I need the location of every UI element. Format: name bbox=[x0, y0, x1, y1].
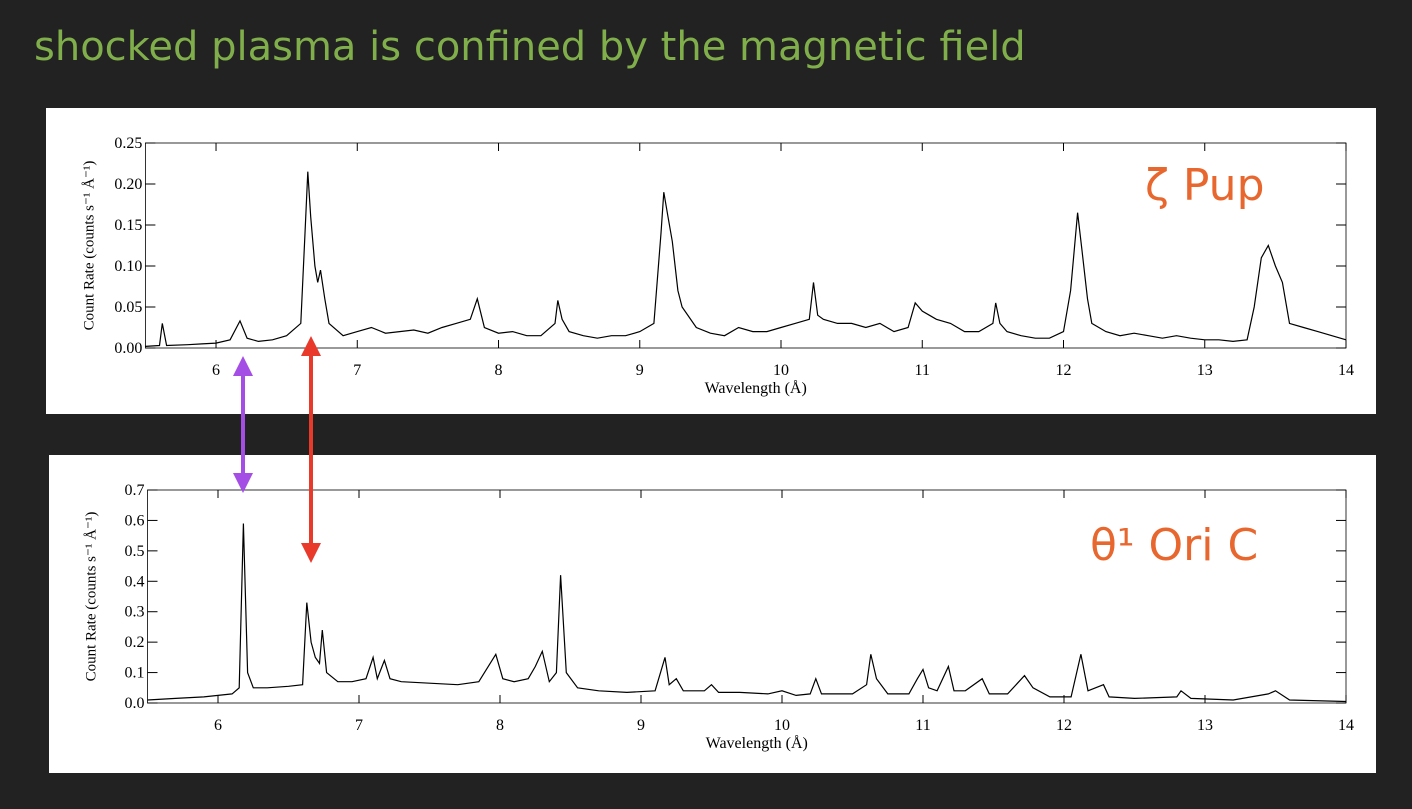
plot-frame bbox=[147, 489, 1347, 704]
x-tick-label: 9 bbox=[636, 362, 644, 379]
charts: 6 7 8 9 10 11 12 13 14 0.00 0.05 0.10 0.15 0.20 0.25 Wa… bbox=[46, 108, 1376, 773]
y-tick-label: 0.10 bbox=[114, 258, 142, 275]
x-tick-label: 9 bbox=[637, 717, 645, 734]
spectrum-line bbox=[147, 523, 1347, 703]
x-tick-label: 14 bbox=[1338, 362, 1354, 379]
y-tick-label: 0.3 bbox=[125, 604, 145, 621]
y-tick-label: 0.15 bbox=[114, 217, 142, 234]
x-tick-label: 10 bbox=[773, 362, 789, 379]
x-axis-label: Wavelength (Å) bbox=[705, 379, 807, 397]
x-tick-label: 7 bbox=[355, 717, 363, 734]
x-tick-label: 10 bbox=[774, 717, 790, 734]
x-axis-label: Wavelength (Å) bbox=[706, 734, 808, 752]
chart-panel bbox=[46, 108, 1376, 414]
x-tick-label: 11 bbox=[915, 717, 930, 734]
y-tick-label: 0.0 bbox=[125, 695, 145, 712]
y-tick-label: 0.7 bbox=[125, 482, 145, 499]
y-tick-label: 0.6 bbox=[125, 512, 145, 529]
y-axis-label: Count Rate (counts s⁻¹ Å⁻¹) bbox=[84, 512, 100, 682]
x-tick-label: 13 bbox=[1197, 362, 1213, 379]
y-tick-label: 0.1 bbox=[125, 665, 145, 682]
y-tick-label: 0.05 bbox=[114, 299, 142, 316]
x-tick-label: 13 bbox=[1197, 717, 1213, 734]
x-tick-label: 11 bbox=[915, 362, 930, 379]
x-tick-label: 6 bbox=[214, 717, 222, 734]
y-tick-label: 0.2 bbox=[125, 634, 145, 651]
x-tick-label: 14 bbox=[1338, 717, 1354, 734]
y-tick-label: 0.00 bbox=[114, 340, 142, 357]
annotation: ζ Pup bbox=[1145, 160, 1265, 211]
y-tick-label: 0.20 bbox=[114, 176, 142, 193]
y-tick-label: 0.4 bbox=[125, 573, 145, 590]
slide-title: shocked plasma is confined by the magnet… bbox=[34, 24, 1026, 70]
x-tick-label: 8 bbox=[496, 717, 504, 734]
spectrum-line bbox=[145, 171, 1347, 347]
y-tick-label: 0.5 bbox=[125, 543, 145, 560]
x-tick-label: 7 bbox=[353, 362, 361, 379]
chart-panel bbox=[49, 455, 1376, 773]
x-tick-label: 12 bbox=[1056, 362, 1072, 379]
x-tick-label: 12 bbox=[1056, 717, 1072, 734]
x-tick-label: 8 bbox=[495, 362, 503, 379]
plot-frame bbox=[144, 142, 1347, 349]
x-tick-label: 6 bbox=[212, 362, 220, 379]
annotation: θ¹ Ori C bbox=[1090, 520, 1258, 571]
y-axis-label: Count Rate (counts s⁻¹ Å⁻¹) bbox=[81, 161, 97, 331]
y-tick-label: 0.25 bbox=[114, 135, 142, 152]
